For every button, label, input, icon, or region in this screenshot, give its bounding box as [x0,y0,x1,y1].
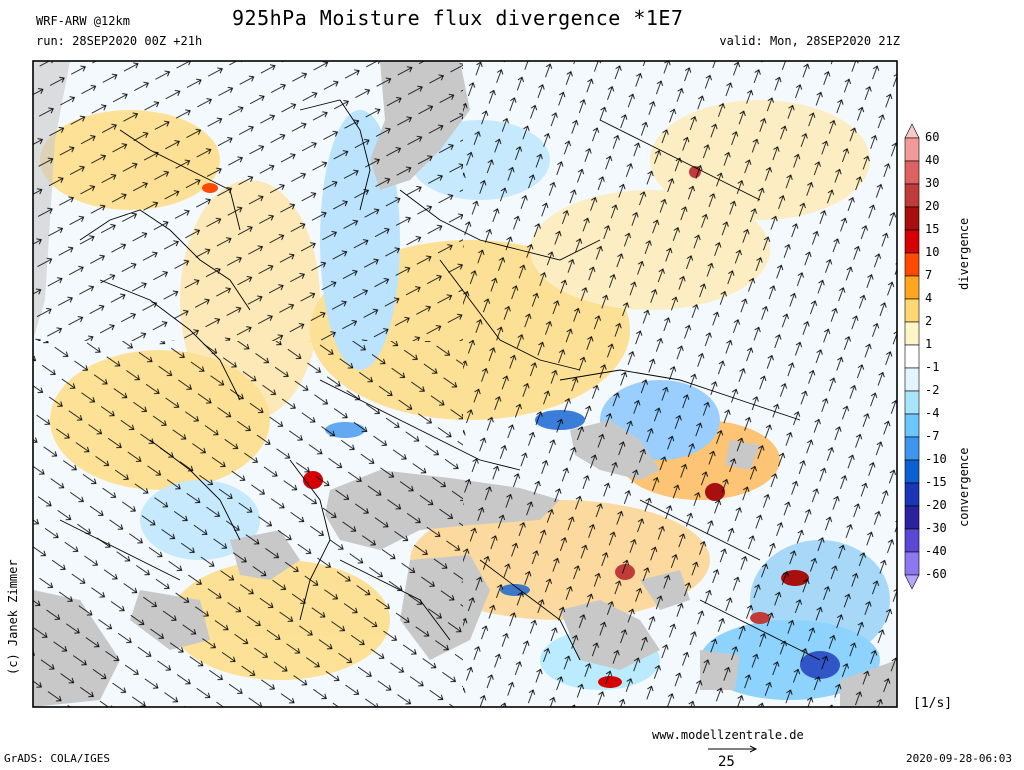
colorbar-swatch [904,482,920,507]
software-label: GrADS: COLA/IGES [4,752,110,765]
colorbar-swatch [904,436,920,461]
colorbar-swatch [904,390,920,415]
colorbar-tick-label: -2 [925,383,940,397]
map-frame [32,60,898,708]
colorbar-swatch [904,505,920,530]
colorbar-swatch [904,551,920,576]
colorbar-swatch [904,229,920,254]
colorbar-swatch [904,459,920,484]
divergence-label: divergence [957,217,971,290]
colorbar-tick-label: -60 [925,567,947,581]
colorbar-tick-label: -40 [925,544,947,558]
run-label: run: 28SEP2020 00Z +21h [36,34,203,48]
map-panel [33,61,897,707]
credit-label: (c) Janek Zimmer [6,559,20,675]
vector-scale-label: 25 [718,754,735,770]
colorbar-tick-label: -7 [925,429,940,443]
colorbar-tick-label: 7 [925,268,933,282]
colorbar-tick-label: 60 [925,130,940,144]
colorbar-tick-label: -10 [925,452,947,466]
colorbar-swatch [904,321,920,346]
colorbar-swatch [904,160,920,185]
convergence-label: convergence [957,447,971,527]
colorbar-swatch [904,367,920,392]
colorbar-swatch [904,252,920,277]
coastlines [59,99,821,661]
colorbar-swatch [904,528,920,553]
colorbar-swatch [904,275,920,300]
colorbar-cap-top [904,123,920,139]
colorbar-tick-label: -1 [925,360,940,374]
colorbar-tick-label: 1 [925,337,933,351]
model-label: WRF-ARW @12km [36,14,130,28]
colorbar-tick-label: 30 [925,176,940,190]
colorbar-tick-label: 20 [925,199,940,213]
vector-scale-arrow [708,745,758,753]
unit-label: [1/s] [913,696,953,711]
colorbar-tick-label: -20 [925,498,947,512]
website-label: www.modellzentrale.de [652,728,804,742]
map-title: 925hPa Moisture flux divergence *1E7 [232,6,684,30]
colorbar-tick-label: 4 [925,291,933,305]
colorbar-tick-label: -15 [925,475,947,489]
colorbar-swatch [904,298,920,323]
colorbar-tick-label: 2 [925,314,933,328]
colorbar-swatch [904,206,920,231]
colorbar-swatch [904,413,920,438]
colorbar-tick-label: 10 [925,245,940,259]
colorbar-tick-label: 15 [925,222,940,236]
colorbar [904,123,920,590]
colorbar-swatch [904,344,920,369]
colorbar-swatch [904,137,920,162]
timestamp-label: 2020-09-28-06:03 [906,752,1012,765]
colorbar-swatch [904,183,920,208]
colorbar-tick-label: 40 [925,153,940,167]
colorbar-tick-label: -30 [925,521,947,535]
valid-time-label: valid: Mon, 28SEP2020 21Z [719,34,900,48]
colorbar-tick-label: -4 [925,406,940,420]
colorbar-cap-bottom [904,574,920,590]
